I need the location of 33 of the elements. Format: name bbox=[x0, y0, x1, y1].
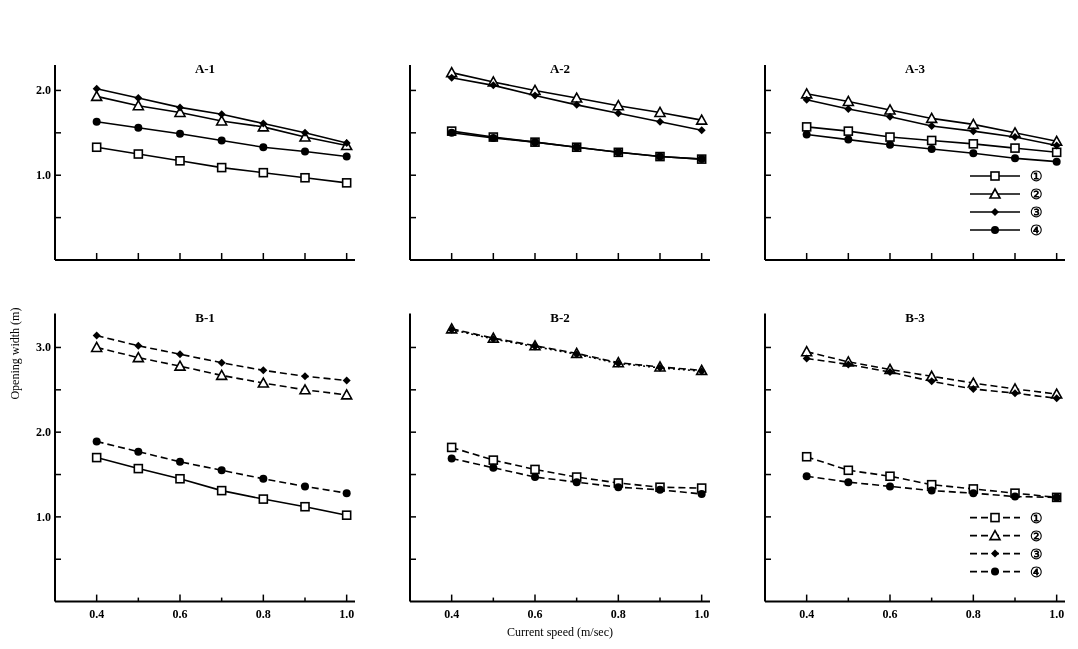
legend-label: ① bbox=[1030, 510, 1043, 526]
x-tick-label: 0.8 bbox=[610, 606, 626, 621]
x-tick-label: 0.8 bbox=[255, 606, 271, 621]
legend-label: ② bbox=[1030, 187, 1043, 202]
chart-title: B-2 bbox=[550, 309, 570, 325]
y-tick-label: 1.0 bbox=[36, 509, 51, 524]
x-tick-label: 0.6 bbox=[882, 606, 898, 621]
x-tick-label: 1.0 bbox=[339, 606, 355, 621]
legend-label: ② bbox=[1030, 528, 1043, 544]
y-tick-label: 2.0 bbox=[36, 83, 51, 98]
x-tick-label: 0.4 bbox=[89, 606, 105, 621]
chart-title: A-2 bbox=[549, 61, 571, 76]
chart-title: A-1 bbox=[194, 61, 216, 76]
chart-title: B-3 bbox=[905, 309, 926, 325]
y-tick-label: 1.0 bbox=[36, 168, 51, 183]
x-tick-label: 0.4 bbox=[799, 606, 815, 621]
chart-title: B-1 bbox=[195, 309, 215, 325]
y-tick-label: 2.0 bbox=[36, 425, 51, 440]
legend-label: ④ bbox=[1030, 564, 1043, 580]
x-tick-label: 0.6 bbox=[527, 606, 543, 621]
legend-label: ③ bbox=[1030, 546, 1043, 562]
x-axis-title: Current speed (m/sec) bbox=[507, 624, 613, 639]
x-tick-label: 1.0 bbox=[1049, 606, 1065, 621]
x-tick-label: 1.0 bbox=[694, 606, 710, 621]
x-tick-label: 0.8 bbox=[965, 606, 981, 621]
y-tick-label: 3.0 bbox=[36, 340, 51, 355]
x-tick-label: 0.6 bbox=[172, 606, 188, 621]
legend-label: ① bbox=[1030, 169, 1043, 184]
legend-label: ③ bbox=[1030, 205, 1043, 220]
x-tick-label: 0.4 bbox=[444, 606, 460, 621]
legend-label: ④ bbox=[1030, 223, 1043, 238]
chart-title: A-3 bbox=[904, 61, 926, 76]
y-axis-title: Opening width (m) bbox=[8, 307, 22, 400]
